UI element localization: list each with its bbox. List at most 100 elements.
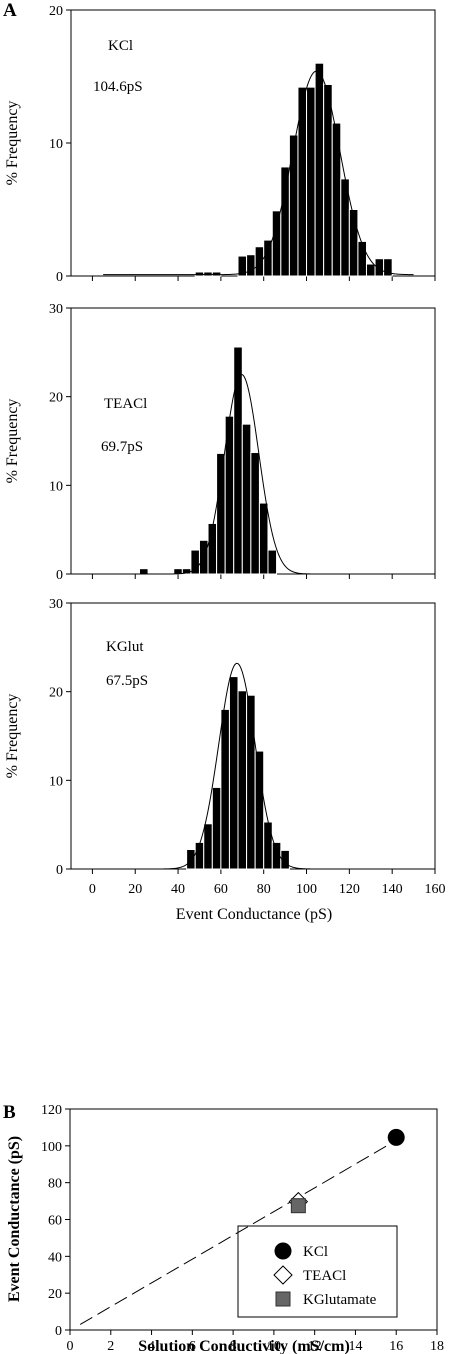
histogram-bar bbox=[314, 62, 325, 277]
histogram-bar bbox=[383, 258, 393, 277]
y-tick-label: 10 bbox=[49, 774, 63, 789]
histogram-bar bbox=[306, 86, 316, 277]
scatter-panel-b: Event Conductance (pS) Solution Conducti… bbox=[6, 1103, 444, 1354]
x-tick-label: 0 bbox=[89, 882, 96, 897]
histogram-bar bbox=[323, 83, 333, 277]
histogram-bar bbox=[237, 690, 248, 870]
data-point-kcl bbox=[387, 1128, 405, 1146]
y-axis-label: % Frequency bbox=[4, 399, 21, 484]
ion-label: TEACl bbox=[104, 396, 147, 412]
histogram-bar bbox=[186, 848, 196, 870]
histogram-bar bbox=[228, 676, 239, 870]
histogram-bar bbox=[216, 452, 226, 575]
x-tick-label: 0 bbox=[67, 1339, 74, 1354]
y-tick-label: 100 bbox=[41, 1140, 62, 1155]
histogram-bar bbox=[246, 254, 256, 277]
histogram-bar bbox=[203, 271, 213, 277]
histogram-x-axis: Event Conductance (pS) 0 20 40 60 80 100 120 14… bbox=[89, 882, 446, 923]
histogram-bar bbox=[288, 134, 299, 277]
histogram-bar bbox=[241, 423, 252, 575]
histogram-bar bbox=[246, 694, 256, 870]
y-tick-label: 20 bbox=[49, 686, 63, 701]
histogram-bar bbox=[267, 549, 278, 575]
legend: KCl TEACl KGlutamate bbox=[237, 1225, 398, 1318]
y-tick-label: 10 bbox=[49, 479, 63, 494]
x-tick-label: 80 bbox=[257, 882, 271, 897]
histogram-bar bbox=[194, 271, 205, 277]
legend-box bbox=[237, 1225, 398, 1318]
histogram-kglut: KGlut 67.5pS % Frequency 0 10 20 30 bbox=[4, 597, 436, 878]
histogram-bar bbox=[207, 522, 218, 575]
legend-marker-kcl bbox=[274, 1242, 292, 1260]
ion-label: KCl bbox=[108, 38, 133, 54]
y-axis-label: % Frequency bbox=[4, 694, 21, 779]
histogram-bar bbox=[331, 122, 342, 277]
y-tick-label: 0 bbox=[56, 270, 63, 285]
y-tick-label: 80 bbox=[48, 1177, 62, 1192]
y-tick-label: 20 bbox=[49, 391, 63, 406]
conductance-label: 69.7pS bbox=[101, 439, 143, 455]
x-tick-label: 140 bbox=[382, 882, 403, 897]
conductance-label: 67.5pS bbox=[106, 673, 148, 689]
x-tick-label: 4 bbox=[148, 1339, 155, 1354]
x-tick-label: 16 bbox=[389, 1339, 403, 1354]
histogram-bar bbox=[357, 240, 367, 277]
x-tick-label: 12 bbox=[308, 1339, 322, 1354]
histogram-bar bbox=[233, 346, 243, 575]
x-tick-label: 60 bbox=[214, 882, 228, 897]
data-point-kglutamate bbox=[290, 1198, 306, 1214]
y-axis-label: % Frequency bbox=[4, 101, 21, 186]
y-tick-label: 0 bbox=[56, 863, 63, 878]
panel-label-a: A bbox=[3, 0, 17, 21]
y-tick-label: 20 bbox=[48, 1287, 62, 1302]
histogram-bar bbox=[254, 246, 265, 277]
y-tick-label: 20 bbox=[49, 4, 63, 19]
y-tick-label: 0 bbox=[56, 568, 63, 583]
histogram-bar bbox=[271, 210, 282, 277]
y-tick-label: 30 bbox=[49, 302, 63, 317]
x-tick-label: 40 bbox=[171, 882, 185, 897]
x-tick-label: 6 bbox=[189, 1339, 196, 1354]
histogram-bar bbox=[374, 258, 385, 277]
ion-label: KGlut bbox=[106, 639, 144, 655]
histogram-bar bbox=[254, 750, 265, 870]
histogram-bar bbox=[263, 239, 273, 277]
x-tick-label: 14 bbox=[348, 1339, 362, 1354]
y-axis-label: Event Conductance (pS) bbox=[6, 1136, 23, 1302]
y-tick-label: 30 bbox=[49, 597, 63, 612]
x-tick-label: 100 bbox=[296, 882, 317, 897]
histogram-bar bbox=[348, 209, 359, 277]
histogram-bar bbox=[220, 708, 230, 870]
x-tick-label: 2 bbox=[107, 1339, 114, 1354]
histogram-bar bbox=[258, 502, 269, 575]
histogram-kcl: KCl 104.6pS % Frequency 0 10 20 bbox=[4, 4, 436, 285]
gaussian-fit-curve bbox=[103, 662, 414, 870]
gaussian-fit-curve bbox=[103, 70, 414, 276]
x-tick-label: 160 bbox=[425, 882, 446, 897]
x-axis-label: Event Conductance (pS) bbox=[176, 906, 332, 923]
histogram-bar bbox=[139, 568, 149, 575]
y-tick-label: 120 bbox=[41, 1103, 62, 1118]
x-tick-label: 10 bbox=[267, 1339, 281, 1354]
histogram-bar bbox=[211, 786, 222, 870]
legend-marker-teacl bbox=[273, 1265, 293, 1285]
histogram-bar bbox=[194, 841, 205, 870]
legend-label: TEACl bbox=[303, 1268, 346, 1284]
conductance-label: 104.6pS bbox=[93, 79, 143, 95]
histogram-bar bbox=[211, 271, 222, 277]
x-axis-label: Solution Conductivity (mS/cm) bbox=[138, 1338, 350, 1354]
legend-label: KCl bbox=[303, 1244, 328, 1260]
regression-line bbox=[79, 1139, 397, 1325]
legend-marker-kglutamate bbox=[275, 1291, 291, 1307]
histogram-bar bbox=[297, 86, 308, 277]
histogram-bar bbox=[280, 849, 290, 870]
gaussian-fit-curve bbox=[103, 374, 414, 575]
x-tick-label: 120 bbox=[339, 882, 360, 897]
histogram-bar bbox=[280, 166, 290, 277]
histogram-bar bbox=[365, 263, 376, 277]
histogram-bar bbox=[203, 823, 213, 870]
histogram-bar bbox=[263, 821, 273, 870]
histogram-bar bbox=[250, 452, 260, 575]
x-tick-label: 18 bbox=[430, 1339, 444, 1354]
